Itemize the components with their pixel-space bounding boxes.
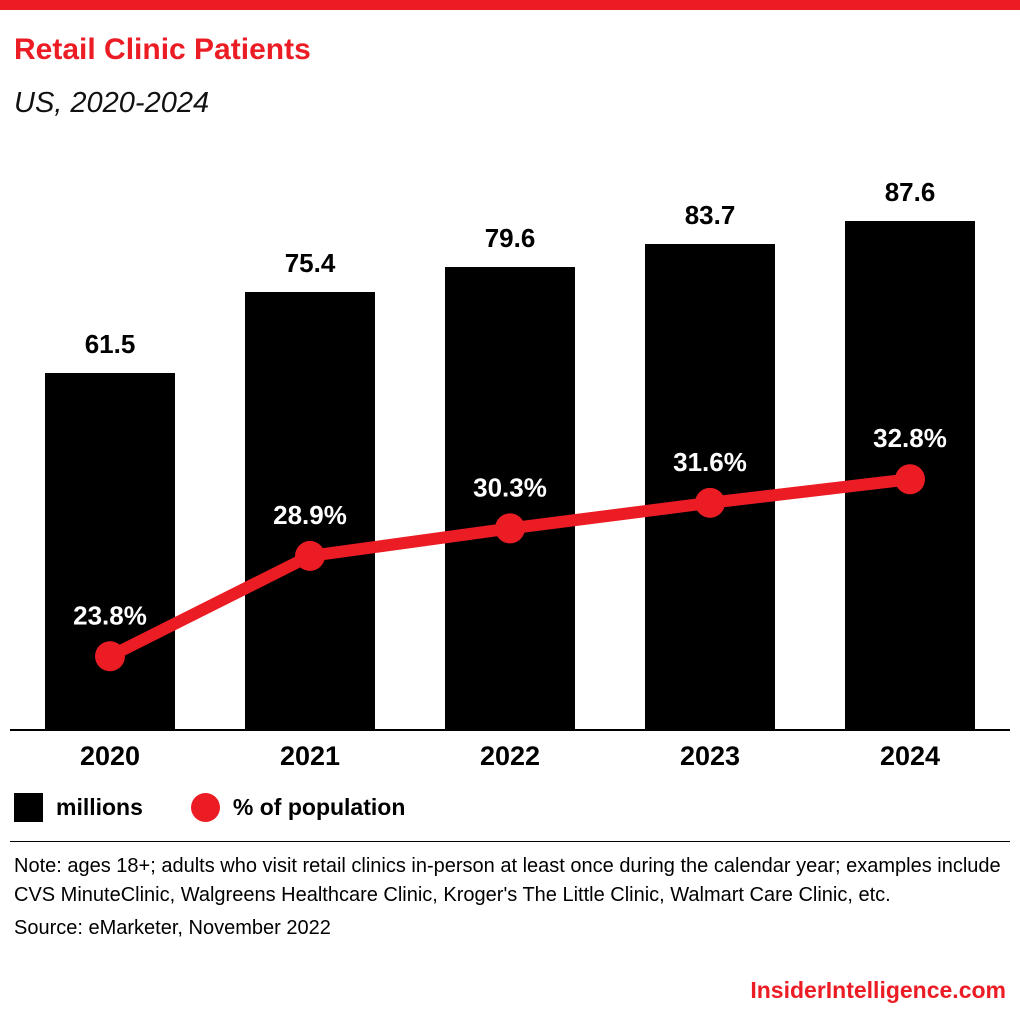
bar-value-label-2022: 79.6 xyxy=(484,223,536,254)
legend-item-percent: % of population xyxy=(190,793,406,823)
legend-label-millions: millions xyxy=(56,794,143,821)
note-text: Note: ages 18+; adults who visit retail … xyxy=(14,854,1001,906)
divider xyxy=(10,840,1010,842)
x-axis-label-2022: 2022 xyxy=(479,740,541,771)
x-axis-label-2023: 2023 xyxy=(679,740,741,771)
legend-item-millions: millions xyxy=(14,793,143,823)
legend-label-percent: % of population xyxy=(232,794,406,821)
bar-2022 xyxy=(445,267,575,731)
bar-value-label-2020: 61.5 xyxy=(84,328,136,359)
x-axis-label-2020: 2020 xyxy=(79,740,141,771)
legend: millions % of population xyxy=(0,793,1020,823)
bar-value-label-2024: 87.6 xyxy=(884,176,936,207)
bar-value-label-2023: 83.7 xyxy=(684,199,736,230)
legend-dot-swatch xyxy=(190,793,220,823)
brand-link[interactable]: InsiderIntelligence.com xyxy=(750,977,1006,1003)
bar-2024 xyxy=(845,220,975,731)
bar-2021 xyxy=(245,291,375,731)
bar-value-label-2021: 75.4 xyxy=(284,247,336,278)
x-axis-label-2021: 2021 xyxy=(279,740,341,771)
plot-area: 61.5 75.4 79.6 83.7 87.6 23.8% 28.9% 30.3% 31.6… xyxy=(0,161,1020,731)
x-axis: 2020 2021 2022 2023 2024 xyxy=(0,731,1020,783)
chart-header: Retail Clinic Patients US, 2020-2024 xyxy=(0,10,1020,121)
brand-top-bar xyxy=(0,0,1020,10)
source-text: Source: eMarketer, November 2022 xyxy=(14,916,331,939)
brand-footer: InsiderIntelligence.com xyxy=(750,977,1006,1004)
chart-subtitle: US, 2020-2024 xyxy=(14,87,210,119)
legend-bar-swatch xyxy=(14,793,43,823)
bar-2020 xyxy=(45,372,175,731)
x-axis-label-2024: 2024 xyxy=(879,740,941,771)
chart-title: Retail Clinic Patients xyxy=(14,33,311,66)
bar-2023 xyxy=(645,243,775,731)
bars-layer: 61.5 75.4 79.6 83.7 87.6 xyxy=(0,161,1020,731)
